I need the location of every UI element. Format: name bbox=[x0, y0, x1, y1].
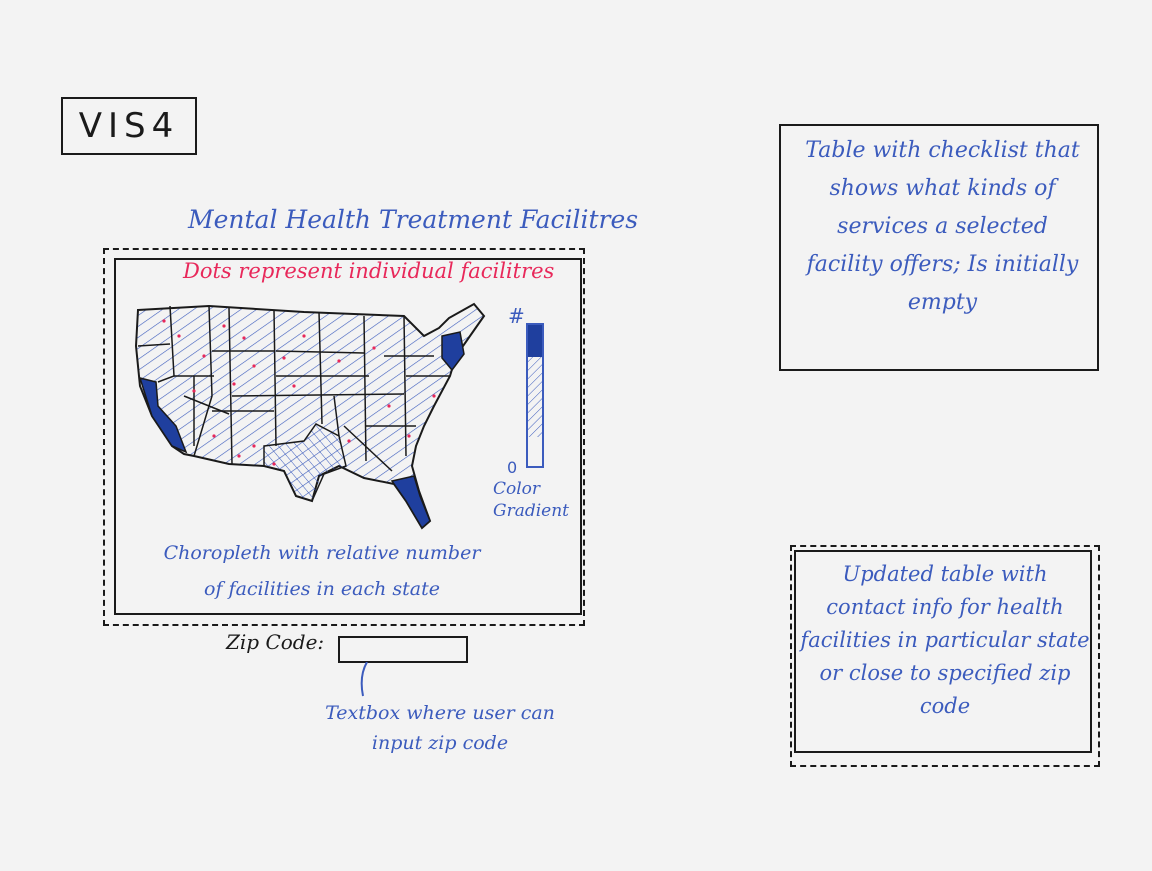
map-title: Mental Health Treatment Facilitres bbox=[188, 205, 639, 234]
us-choropleth-map[interactable] bbox=[134, 296, 494, 536]
state-florida-filled bbox=[390, 475, 431, 530]
checklist-annotation: Table with checklist that shows what kin… bbox=[805, 138, 1080, 315]
gradient-min-label: 0 bbox=[507, 458, 518, 477]
zip-annotation: Textbox where user can input zip code bbox=[325, 702, 555, 754]
color-gradient-legend bbox=[526, 323, 544, 468]
choropleth-annotation: Choropleth with relative number of facil… bbox=[163, 542, 481, 600]
contact-table-outline bbox=[790, 545, 1100, 767]
zip-code-input[interactable] bbox=[338, 636, 468, 663]
state-borders bbox=[137, 305, 450, 472]
facility-dots bbox=[162, 319, 436, 466]
contact-info-table[interactable] bbox=[794, 550, 1092, 753]
gradient-caption: Color Gradient bbox=[493, 479, 570, 521]
zip-code-label: Zip Code: bbox=[226, 630, 325, 654]
map-panel-outline bbox=[103, 248, 585, 626]
vis-label: VIS4 bbox=[61, 97, 197, 155]
gradient-max-label: # bbox=[508, 304, 525, 328]
state-new-york-filled bbox=[441, 331, 465, 372]
pointer-line bbox=[360, 662, 368, 697]
dots-annotation: Dots represent individual facilitres bbox=[183, 259, 555, 283]
state-texas bbox=[263, 423, 347, 502]
contact-annotation: Updated table with contact info for heal… bbox=[800, 562, 1090, 718]
map-panel bbox=[114, 258, 582, 615]
state-california-filled bbox=[138, 376, 188, 454]
services-checklist-table[interactable] bbox=[779, 124, 1099, 371]
